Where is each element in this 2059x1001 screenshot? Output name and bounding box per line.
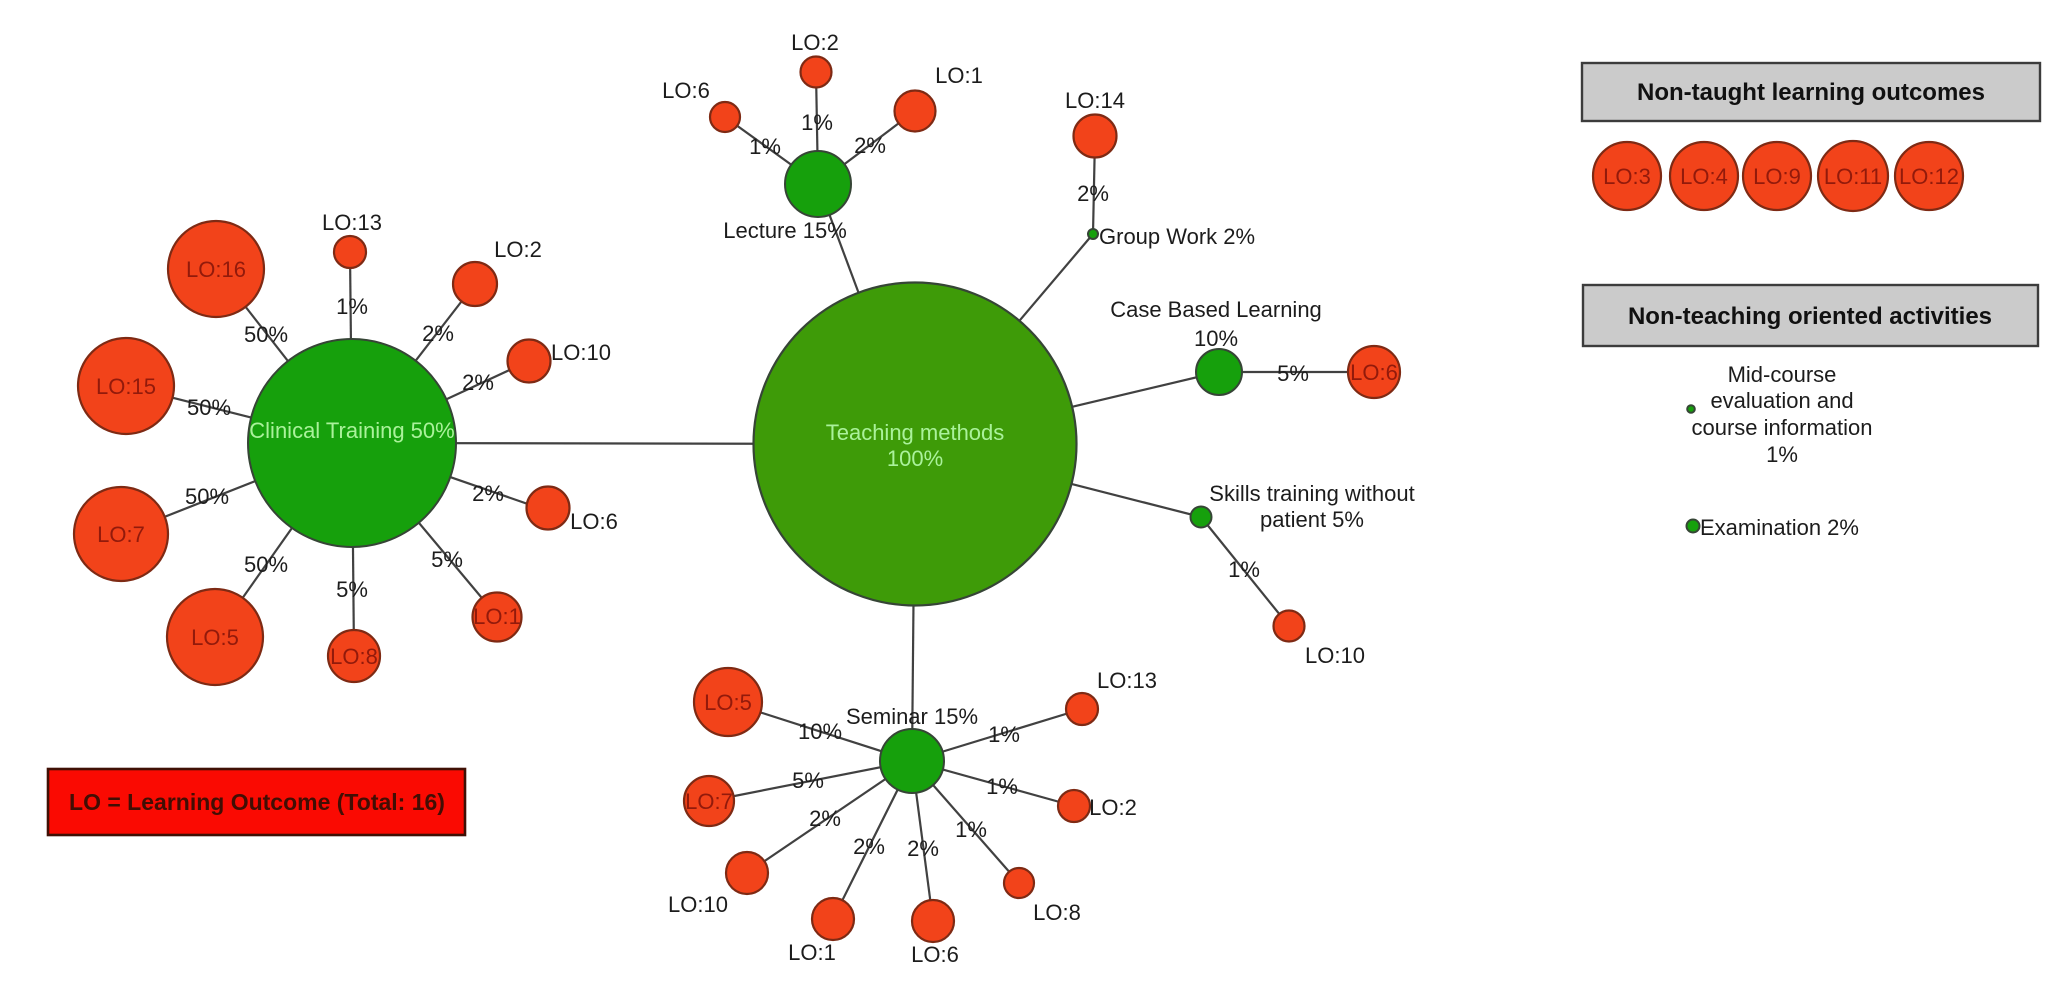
svg-text:Mid-course: Mid-course	[1728, 362, 1837, 387]
svg-text:LO:1: LO:1	[788, 940, 836, 965]
svg-text:LO:2: LO:2	[791, 30, 839, 55]
svg-text:course information: course information	[1692, 415, 1873, 440]
svg-text:LO:15: LO:15	[96, 374, 156, 399]
svg-text:LO:12: LO:12	[1899, 164, 1959, 189]
svg-text:1%: 1%	[986, 774, 1018, 799]
svg-text:LO:8: LO:8	[1033, 900, 1081, 925]
svg-text:LO:16: LO:16	[186, 257, 246, 282]
svg-text:1%: 1%	[1228, 557, 1260, 582]
svg-text:LO:9: LO:9	[1753, 164, 1801, 189]
svg-text:1%: 1%	[988, 722, 1020, 747]
svg-text:evaluation and: evaluation and	[1710, 388, 1853, 413]
svg-text:LO:6: LO:6	[570, 509, 618, 534]
svg-text:LO:7: LO:7	[685, 789, 733, 814]
svg-text:5%: 5%	[336, 577, 368, 602]
svg-text:50%: 50%	[244, 322, 288, 347]
svg-text:LO:1: LO:1	[473, 604, 521, 629]
svg-text:Clinical Training 50%: Clinical Training 50%	[249, 418, 454, 443]
svg-text:1%: 1%	[749, 134, 781, 159]
svg-text:LO:11: LO:11	[1824, 164, 1882, 189]
svg-text:LO:10: LO:10	[668, 892, 728, 917]
svg-text:LO:2: LO:2	[494, 237, 542, 262]
svg-text:2%: 2%	[472, 481, 504, 506]
svg-text:LO:13: LO:13	[322, 210, 382, 235]
svg-text:LO:1: LO:1	[935, 63, 983, 88]
svg-text:10%: 10%	[798, 719, 842, 744]
svg-text:1%: 1%	[336, 294, 368, 319]
svg-text:50%: 50%	[187, 395, 231, 420]
svg-text:LO:13: LO:13	[1097, 668, 1157, 693]
svg-text:Case Based Learning: Case Based Learning	[1110, 297, 1322, 322]
svg-text:LO = Learning Outcome (Total:: LO = Learning Outcome (Total: 16)	[69, 789, 445, 815]
svg-text:5%: 5%	[1277, 361, 1309, 386]
svg-text:5%: 5%	[792, 768, 824, 793]
svg-text:LO:6: LO:6	[1350, 360, 1398, 385]
svg-text:patient 5%: patient 5%	[1260, 507, 1364, 532]
svg-text:50%: 50%	[185, 484, 229, 509]
svg-text:LO:7: LO:7	[97, 522, 145, 547]
svg-text:2%: 2%	[854, 133, 886, 158]
svg-text:1%: 1%	[801, 110, 833, 135]
svg-text:10%: 10%	[1194, 326, 1238, 351]
svg-text:LO:14: LO:14	[1065, 88, 1125, 113]
svg-text:2%: 2%	[809, 806, 841, 831]
svg-text:LO:10: LO:10	[1305, 643, 1365, 668]
svg-text:LO:6: LO:6	[911, 942, 959, 967]
svg-text:LO:3: LO:3	[1603, 164, 1651, 189]
svg-text:Lecture 15%: Lecture 15%	[723, 218, 847, 243]
svg-text:1%: 1%	[1766, 442, 1798, 467]
svg-text:Examination 2%: Examination 2%	[1700, 515, 1859, 540]
svg-text:100%: 100%	[887, 446, 943, 471]
svg-text:LO:2: LO:2	[1089, 795, 1137, 820]
svg-text:LO:4: LO:4	[1680, 164, 1728, 189]
svg-text:LO:5: LO:5	[704, 690, 752, 715]
svg-text:2%: 2%	[1077, 181, 1109, 206]
svg-text:Group Work 2%: Group Work 2%	[1099, 224, 1255, 249]
svg-text:2%: 2%	[462, 370, 494, 395]
svg-text:LO:10: LO:10	[551, 340, 611, 365]
svg-text:LO:8: LO:8	[330, 644, 378, 669]
svg-text:2%: 2%	[907, 836, 939, 861]
svg-text:50%: 50%	[244, 552, 288, 577]
svg-text:Non-taught learning outcomes: Non-taught learning outcomes	[1637, 79, 1985, 106]
svg-text:Teaching methods: Teaching methods	[826, 420, 1005, 445]
svg-text:LO:6: LO:6	[662, 78, 710, 103]
svg-text:Seminar 15%: Seminar 15%	[846, 704, 978, 729]
svg-text:2%: 2%	[422, 321, 454, 346]
svg-text:2%: 2%	[853, 834, 885, 859]
svg-text:Non-teaching oriented activiti: Non-teaching oriented activities	[1628, 303, 1992, 330]
svg-text:1%: 1%	[955, 817, 987, 842]
svg-text:5%: 5%	[431, 547, 463, 572]
svg-text:Skills training without: Skills training without	[1209, 481, 1414, 506]
svg-text:LO:5: LO:5	[191, 625, 239, 650]
